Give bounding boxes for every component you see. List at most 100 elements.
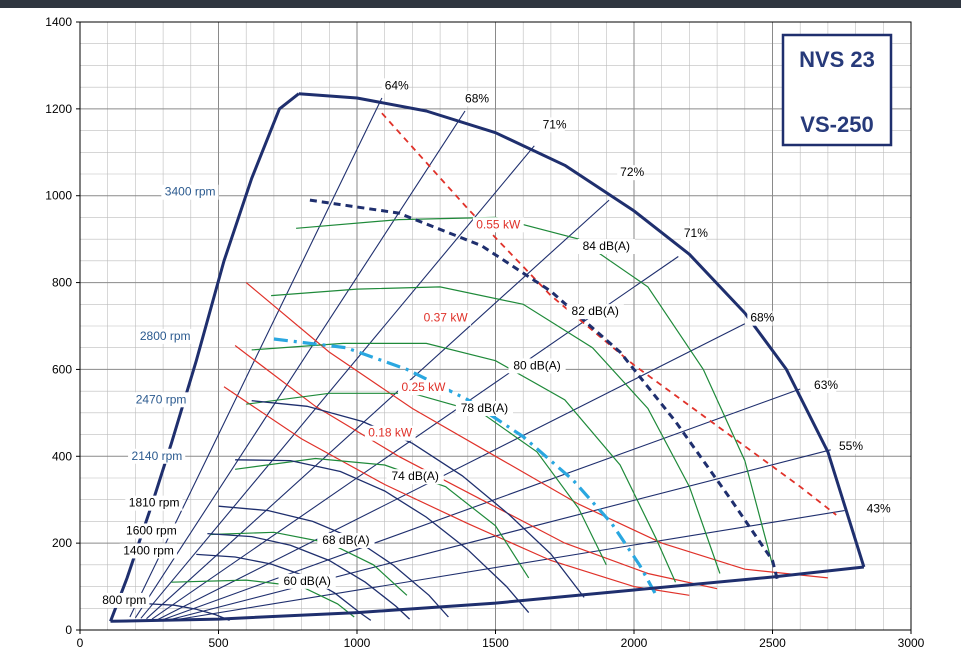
efficiency-label-text: 72% — [620, 165, 644, 179]
efficiency-label-text: 71% — [684, 226, 708, 240]
efficiency-label-text: 71% — [543, 117, 567, 131]
speed-label: 1400 rpm — [119, 543, 177, 559]
efficiency-label-bg — [617, 165, 643, 181]
noise-label-bg — [566, 304, 624, 320]
power-line — [245, 282, 828, 579]
noise-label-text: 80 dB(A) — [513, 358, 560, 372]
noise-label: 82 dB(A) — [566, 304, 624, 320]
efficiency-label: 63% — [811, 377, 838, 393]
efficiency-line — [174, 510, 845, 621]
noise-label-bg — [508, 358, 566, 374]
efficiency-label-text: 64% — [385, 78, 409, 92]
speed-label-text: 2470 rpm — [136, 392, 187, 406]
noise-label: 80 dB(A) — [508, 358, 566, 374]
efficiency-label-bg — [811, 377, 837, 393]
power-label: 0.25 kW — [398, 380, 449, 396]
speed-curve — [251, 400, 585, 598]
speed-label-text: 1600 rpm — [126, 523, 177, 537]
noise-line — [251, 342, 677, 583]
efficiency-label-bg — [863, 501, 889, 517]
speed-label: 2800 rpm — [136, 328, 194, 344]
noise-label: 78 dB(A) — [455, 400, 514, 416]
speed-label: 3400 rpm — [161, 184, 219, 200]
x-axis-ticks: 0 500 1000 1500 2000 2500 3000 — [77, 630, 925, 650]
noise-line — [296, 216, 774, 566]
efficiency-label-bg — [539, 117, 565, 133]
chart-title-line-2: VS-250 — [800, 112, 873, 137]
efficiency-line — [140, 145, 535, 619]
speed-label-bg — [132, 392, 190, 408]
efficiency-label: 68% — [462, 91, 489, 107]
power-label-bg — [398, 380, 449, 396]
power-label-bg — [420, 310, 472, 326]
noise-label-text: 84 dB(A) — [583, 239, 630, 253]
efficiency-line — [157, 323, 746, 621]
y-tick-label: 200 — [52, 536, 72, 550]
speed-curve — [149, 603, 230, 622]
speed-label-bg — [161, 184, 219, 200]
noise-label-text: 68 dB(A) — [322, 533, 369, 547]
speed-curve — [309, 198, 780, 583]
noise-label-bg — [317, 533, 375, 549]
efficiency-lines — [129, 97, 845, 621]
noise-line — [271, 286, 721, 574]
efficiency-label: 68% — [747, 310, 775, 326]
efficiency-line — [168, 449, 831, 621]
speed-label-text: 1810 rpm — [129, 496, 180, 510]
title-box-frame — [781, 33, 893, 147]
efficiency-label: 71% — [680, 225, 708, 241]
efficiency-label-bg — [747, 310, 773, 326]
y-tick-label: 600 — [52, 362, 72, 376]
envelope-top — [298, 92, 866, 568]
power-label: 0.37 kW — [420, 310, 472, 326]
power-lines — [223, 112, 837, 596]
speed-curve — [235, 459, 530, 614]
efficiency-label-text: 55% — [839, 439, 863, 453]
power-line — [381, 112, 837, 516]
speed-label-bg — [125, 495, 183, 511]
power-label-text: 0.25 kW — [401, 380, 446, 394]
power-label-bg — [472, 217, 524, 233]
speed-label-bg — [136, 328, 194, 344]
speed-label-bg — [98, 592, 150, 608]
efficiency-label-text: 43% — [867, 502, 891, 516]
title-box: NVS 23 VS-250 — [781, 33, 893, 147]
x-tick-label: 1000 — [344, 636, 371, 650]
x-tick-label: 1500 — [482, 636, 509, 650]
top-bar — [0, 0, 961, 8]
efficiency-label-bg — [462, 91, 488, 107]
y-tick-label: 1000 — [45, 189, 72, 203]
x-tick-label: 500 — [208, 636, 228, 650]
speed-label: 2140 rpm — [128, 448, 186, 464]
noise-label-text: 78 dB(A) — [461, 401, 508, 415]
efficiency-line — [146, 199, 610, 620]
speed-label-bg — [122, 523, 180, 539]
noise-label-text: 74 dB(A) — [391, 469, 438, 483]
efficiency-label-text: 68% — [750, 311, 774, 325]
efficiency-label-bg — [835, 438, 862, 454]
speed-label-bg — [119, 543, 177, 559]
efficiency-line — [162, 388, 801, 621]
power-label-text: 0.18 kW — [368, 426, 413, 440]
power-label: 0.55 kW — [472, 217, 524, 233]
efficiency-label: 55% — [835, 438, 863, 454]
speed-curves — [149, 198, 780, 622]
speed-label-text: 800 rpm — [102, 593, 146, 607]
noise-label-bg — [278, 573, 336, 589]
speed-label: 1810 rpm — [125, 495, 183, 511]
y-tick-label: 0 — [65, 623, 72, 637]
curve-labels: 3400 rpm 2800 rpm 2470 rpm 2140 rpm 1810 rpm… — [98, 78, 891, 608]
efficiency-label-bg — [381, 78, 407, 94]
power-line — [223, 386, 690, 596]
efficiency-label: 72% — [617, 165, 644, 181]
speed-label: 2470 rpm — [132, 392, 190, 408]
noise-label-bg — [386, 469, 444, 485]
noise-label: 84 dB(A) — [577, 239, 635, 254]
noise-line — [235, 457, 530, 579]
speed-label: 1600 rpm — [122, 523, 180, 539]
speed-label: 800 rpm — [98, 592, 150, 608]
y-tick-label: 800 — [52, 276, 72, 290]
power-label-text: 0.37 kW — [424, 311, 469, 325]
speed-curve — [273, 337, 658, 597]
